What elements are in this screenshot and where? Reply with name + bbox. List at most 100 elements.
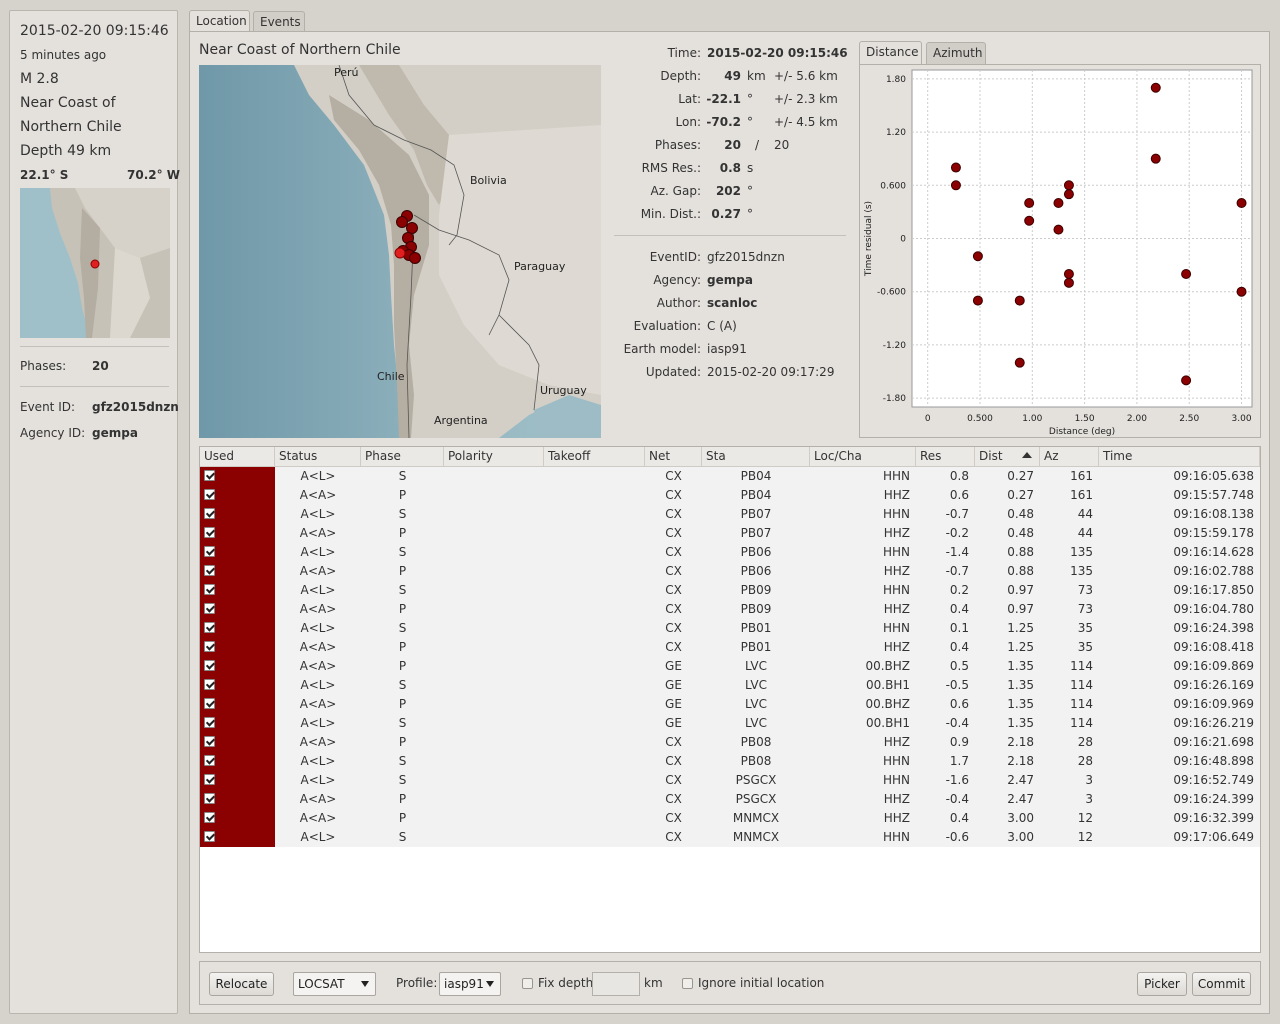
used-checkbox[interactable] <box>204 603 215 614</box>
method-select[interactable]: LOCSAT <box>293 972 376 996</box>
used-checkbox[interactable] <box>204 489 215 500</box>
used-checkbox[interactable] <box>204 831 215 842</box>
used-checkbox[interactable] <box>204 527 215 538</box>
used-checkbox[interactable] <box>204 793 215 804</box>
used-checkbox[interactable] <box>204 622 215 633</box>
cell-phase: S <box>398 678 407 692</box>
column-header-net[interactable]: Net <box>645 447 702 466</box>
tab-location[interactable]: Location <box>189 10 250 32</box>
phases-total: 20 <box>774 138 790 152</box>
table-row[interactable]: A<L> S CX PB09 HHN 0.2 0.97 73 09:16:17.850 <box>200 581 1260 600</box>
column-header-time[interactable]: Time <box>1099 447 1260 466</box>
data-point <box>1014 295 1025 306</box>
column-header-used[interactable]: Used <box>200 447 275 466</box>
used-checkbox[interactable] <box>204 755 215 766</box>
cell-dist: 0.88 <box>1007 564 1034 578</box>
used-checkbox[interactable] <box>204 660 215 671</box>
column-header-sta[interactable]: Sta <box>702 447 810 466</box>
used-checkbox[interactable] <box>204 736 215 747</box>
cell-cha: HHZ <box>883 488 910 502</box>
tab-azimuth[interactable]: Azimuth <box>926 42 986 64</box>
cell-net: CX <box>665 811 682 825</box>
table-row[interactable]: A<L> S CX PSGCX HHN -1.6 2.47 3 09:16:52.749 <box>200 771 1260 790</box>
column-header-status[interactable]: Status <box>275 447 361 466</box>
data-point <box>1053 224 1064 235</box>
table-row[interactable]: A<A> P GE LVC 00.BHZ 0.6 1.35 114 09:16:09.969 <box>200 695 1260 714</box>
picker-button[interactable]: Picker <box>1137 972 1187 996</box>
author-label: Author: <box>656 296 701 310</box>
table-row[interactable]: A<L> S CX PB04 HHN 0.8 0.27 161 09:16:05.638 <box>200 467 1260 486</box>
cell-res: -1.4 <box>945 545 969 559</box>
time-label: Time: <box>667 46 701 60</box>
used-checkbox[interactable] <box>204 546 215 557</box>
used-checkbox[interactable] <box>204 812 215 823</box>
table-row[interactable]: A<A> P CX PB07 HHZ -0.2 0.48 44 09:15:59.178 <box>200 524 1260 543</box>
table-row[interactable]: A<L> S GE LVC 00.BH1 -0.4 1.35 114 09:16:26.219 <box>200 714 1260 733</box>
tab-distance[interactable]: Distance <box>859 41 922 64</box>
tab-events[interactable]: Events <box>253 11 305 31</box>
table-row[interactable]: A<A> P GE LVC 00.BHZ 0.5 1.35 114 09:16:09.869 <box>200 657 1260 676</box>
table-row[interactable]: A<A> P CX PB08 HHZ 0.9 2.18 28 09:16:21.698 <box>200 733 1260 752</box>
used-checkbox[interactable] <box>204 641 215 652</box>
cell-net: CX <box>665 621 682 635</box>
cell-time: 09:17:06.649 <box>1173 830 1254 844</box>
ignore-initial-checkbox[interactable] <box>682 978 693 989</box>
column-header-loc[interactable]: Loc/Cha <box>810 447 916 466</box>
table-row[interactable]: A<A> P CX PB06 HHZ -0.7 0.88 135 09:16:02.788 <box>200 562 1260 581</box>
map-label-paraguay: Paraguay <box>514 260 566 273</box>
used-checkbox[interactable] <box>204 774 215 785</box>
column-header-az[interactable]: Az <box>1040 447 1099 466</box>
cell-net: CX <box>665 545 682 559</box>
cell-dist: 0.97 <box>1007 583 1034 597</box>
table-row[interactable]: A<A> P CX PB09 HHZ 0.4 0.97 73 09:16:04.780 <box>200 600 1260 619</box>
used-checkbox[interactable] <box>204 508 215 519</box>
table-row[interactable]: A<L> S GE LVC 00.BH1 -0.5 1.35 114 09:16:26.169 <box>200 676 1260 695</box>
mindist-value: 0.27 <box>711 207 741 221</box>
cell-cha: HHN <box>882 773 910 787</box>
column-header-res[interactable]: Res <box>916 447 975 466</box>
data-point <box>1181 268 1192 279</box>
used-checkbox[interactable] <box>204 679 215 690</box>
table-row[interactable]: A<A> P CX MNMCX HHZ 0.4 3.00 12 09:16:32.399 <box>200 809 1260 828</box>
table-row[interactable]: A<A> P CX PB01 HHZ 0.4 1.25 35 09:16:08.418 <box>200 638 1260 657</box>
column-header-phase[interactable]: Phase <box>361 447 444 466</box>
cell-sta: PB04 <box>740 469 772 483</box>
data-point <box>1236 286 1247 297</box>
lat-value: -22.1 <box>706 92 741 106</box>
cell-dist: 1.25 <box>1007 640 1034 654</box>
event-map[interactable]: Perú Bolivia Paraguay Chile Uruguay Arge… <box>199 65 601 438</box>
used-checkbox[interactable] <box>204 698 215 709</box>
y-tick-label: -1.20 <box>883 341 907 351</box>
relocate-button[interactable]: Relocate <box>209 972 274 996</box>
data-point <box>1150 153 1161 164</box>
cell-net: CX <box>665 583 682 597</box>
column-header-takeoff[interactable]: Takeoff <box>544 447 645 466</box>
commit-button[interactable]: Commit <box>1192 972 1251 996</box>
cell-res: 0.6 <box>949 697 969 711</box>
table-row[interactable]: A<L> S CX PB01 HHN 0.1 1.25 35 09:16:24.398 <box>200 619 1260 638</box>
used-checkbox[interactable] <box>204 584 215 595</box>
cell-status: A<A> <box>299 811 337 825</box>
event-summary-panel: 2015-02-20 09:15:46 5 minutes ago M 2.8 … <box>9 10 180 1014</box>
profile-select[interactable]: iasp91 <box>439 972 501 996</box>
table-row[interactable]: A<L> S CX PB06 HHN -1.4 0.88 135 09:16:14.628 <box>200 543 1260 562</box>
used-checkbox[interactable] <box>204 717 215 728</box>
table-row[interactable]: A<L> S CX PB07 HHN -0.7 0.48 44 09:16:08.138 <box>200 505 1260 524</box>
earthmodel-label: Earth model: <box>623 342 701 356</box>
column-header-polarity[interactable]: Polarity <box>444 447 544 466</box>
fix-depth-input[interactable] <box>592 972 640 996</box>
fix-depth-checkbox[interactable] <box>522 978 533 989</box>
column-header-dist[interactable]: Dist <box>975 447 1040 466</box>
table-header: Used Status Phase Polarity Takeoff Net Sta Loc/… <box>200 447 1260 467</box>
table-row[interactable]: A<L> S CX PB08 HHN 1.7 2.18 28 09:16:48.898 <box>200 752 1260 771</box>
cell-az: 12 <box>1077 830 1093 844</box>
summary-datetime: 2015-02-20 09:15:46 <box>20 23 169 39</box>
cell-dist: 2.47 <box>1007 773 1034 787</box>
table-row[interactable]: A<A> P CX PSGCX HHZ -0.4 2.47 3 09:16:24.399 <box>200 790 1260 809</box>
residual-plot[interactable]: 0 0.500 1.00 1.50 2.00 2.50 3.00 1.80 1.20 0.600 0… <box>859 64 1261 438</box>
table-row[interactable]: A<L> S CX MNMCX HHN -0.6 3.00 12 09:17:06.649 <box>200 828 1260 847</box>
used-checkbox[interactable] <box>204 470 215 481</box>
table-row[interactable]: A<A> P CX PB04 HHZ 0.6 0.27 161 09:15:57.748 <box>200 486 1260 505</box>
used-checkbox[interactable] <box>204 565 215 576</box>
cell-phase: S <box>398 469 407 483</box>
